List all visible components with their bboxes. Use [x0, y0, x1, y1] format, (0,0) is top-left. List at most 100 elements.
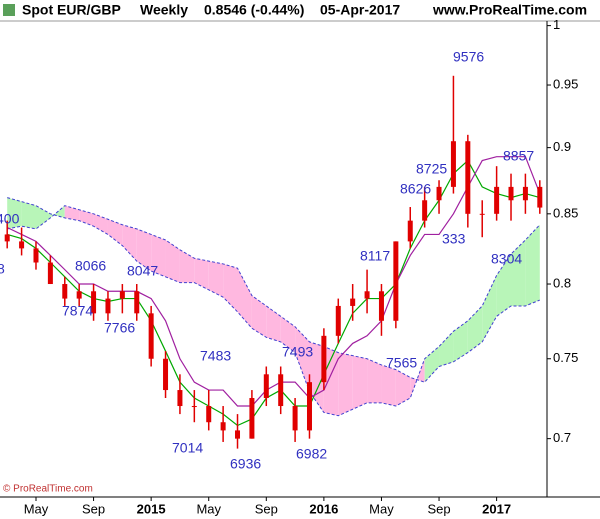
annotation: 7766 — [104, 320, 135, 336]
candle-body — [220, 422, 226, 431]
cloud-segment — [64, 205, 80, 221]
annotation: 7014 — [172, 440, 203, 456]
cloud-segment — [295, 326, 310, 392]
annotation: 8725 — [416, 161, 447, 177]
annotation: 7874 — [62, 303, 93, 319]
candle-body — [235, 430, 241, 439]
cloud-segment — [439, 331, 454, 367]
annotation: 6982 — [296, 446, 327, 462]
candle-body — [306, 382, 312, 431]
candle-body — [407, 220, 413, 242]
cloud-segment — [179, 249, 195, 283]
cloud-segment — [21, 201, 36, 229]
candle-body — [494, 186, 500, 214]
y-tick-label: 0.95 — [553, 76, 578, 91]
candle-body — [393, 241, 399, 321]
candle-body — [422, 200, 428, 221]
y-tick-label: 0.7 — [553, 430, 571, 445]
cloud-segment — [323, 346, 339, 416]
cloud-segment — [237, 268, 252, 329]
candle-body — [292, 406, 298, 431]
candle-body — [436, 186, 442, 201]
annotation: 333 — [442, 231, 466, 247]
annotation: 7565 — [386, 355, 417, 371]
cloud-segment — [309, 341, 324, 413]
annotation: 9576 — [453, 49, 484, 65]
cloud-segment — [453, 320, 468, 362]
x-tick-label: May — [196, 501, 221, 516]
candle-body — [249, 398, 255, 439]
cloud-segment — [122, 224, 137, 262]
last-price: 0.8546 (-0.44%) — [204, 2, 304, 18]
candle-body — [278, 374, 284, 407]
cloud-segment — [482, 275, 497, 342]
candle-body — [4, 234, 10, 242]
annotation: 6936 — [230, 456, 261, 472]
cloud-edge — [7, 205, 540, 383]
candle-body — [148, 313, 154, 359]
cloud-segment — [467, 305, 483, 353]
candle-body — [378, 291, 384, 321]
candle-body — [537, 186, 543, 208]
cloud-segment — [352, 355, 368, 410]
date: 05-Apr-2017 — [320, 2, 400, 18]
cloud-segment — [381, 364, 396, 407]
cloud-segment — [208, 261, 224, 298]
candle-body — [479, 213, 485, 215]
y-tick-label: 1 — [553, 17, 560, 32]
x-tick-label: May — [24, 501, 49, 516]
cloud-segment — [525, 224, 540, 306]
annotation: 8047 — [127, 263, 158, 279]
candle-body — [76, 291, 82, 299]
copyright: © ProRealTime.com — [3, 484, 93, 495]
cloud-segment — [266, 305, 281, 342]
cloud-segment — [7, 197, 22, 229]
annotation: 7493 — [282, 344, 313, 360]
cloud-segment — [93, 213, 108, 235]
indicator-line — [6, 156, 541, 407]
candle-body — [465, 141, 471, 214]
cloud-segment — [151, 234, 166, 277]
candle-body — [163, 358, 169, 391]
annotation: 8117 — [360, 248, 390, 264]
cloud-segment — [496, 254, 512, 317]
y-tick-label: 0.85 — [553, 205, 578, 220]
candle-body — [321, 335, 327, 383]
y-tick-label: 0.9 — [553, 139, 571, 154]
candle-body — [191, 406, 197, 408]
annotation: 7483 — [200, 348, 231, 364]
candle-body — [19, 241, 25, 249]
x-tick-label: May — [369, 501, 394, 516]
cloud-segment — [35, 205, 51, 229]
logo-icon — [3, 4, 15, 16]
candle-body — [263, 374, 269, 399]
cloud-segment — [251, 295, 267, 338]
candle-body — [206, 406, 212, 423]
cloud-segment — [280, 316, 296, 353]
candle-body — [105, 298, 111, 314]
annotation: 8626 — [400, 181, 431, 197]
candle-body — [350, 298, 356, 306]
annotation: 400 — [0, 211, 20, 227]
cloud-segment — [107, 219, 123, 246]
candle-body — [335, 305, 341, 336]
x-tick-label: Sep — [82, 501, 105, 516]
cloud-segment — [223, 263, 238, 312]
annotation: 8 — [0, 261, 5, 277]
cloud-segment — [410, 358, 425, 399]
candle-body — [47, 262, 53, 285]
x-tick-label: 2016 — [309, 501, 338, 516]
cloud-segment — [338, 352, 353, 416]
cloud-segment — [165, 239, 180, 283]
x-tick-label: 2015 — [137, 501, 166, 516]
cloud-segment — [136, 228, 152, 272]
x-tick-label: Sep — [255, 501, 278, 516]
annotation: 8857 — [503, 148, 534, 164]
period: Weekly — [140, 2, 188, 18]
candle-body — [134, 291, 140, 314]
y-tick-label: 0.75 — [553, 350, 578, 365]
cloud-segment — [367, 358, 382, 403]
candle-body — [508, 186, 514, 201]
